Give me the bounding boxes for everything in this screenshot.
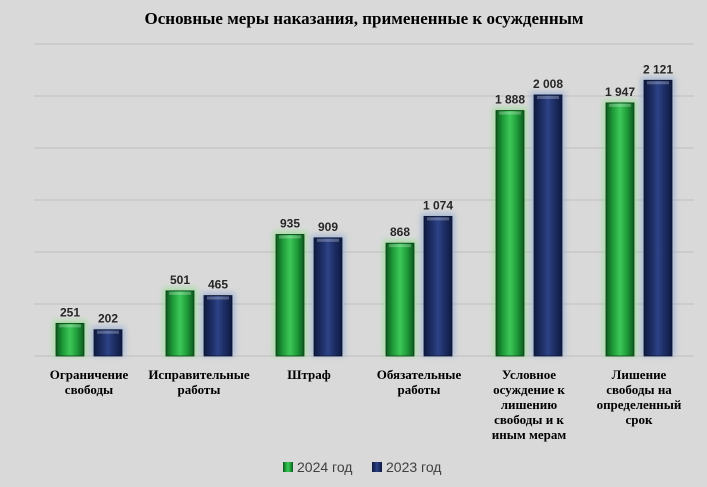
category-label: свободы на [606, 382, 672, 397]
bar-2023 [313, 237, 343, 357]
value-label: 2 008 [533, 77, 563, 91]
bars [53, 77, 675, 357]
category-label: работы [178, 382, 221, 397]
category-label: осуждение к [493, 382, 565, 397]
value-label: 501 [170, 273, 190, 287]
value-label: 202 [98, 312, 118, 326]
value-label: 1 888 [495, 93, 525, 107]
category-label: работы [398, 382, 441, 397]
bar-highlight [537, 95, 559, 99]
value-labels: 251 202 501 465 935 909 868 1 074 1 888 2 008 1 94… [60, 62, 673, 325]
legend-swatch-2023 [372, 462, 382, 472]
bar-highlight [279, 235, 301, 239]
gridlines [34, 43, 694, 357]
legend-label-2023: 2023 год [386, 459, 441, 475]
category-label: Штраф [287, 367, 331, 382]
bar-highlight [647, 81, 669, 85]
bar-highlight [97, 330, 119, 334]
category-label: Обязательные [377, 367, 462, 382]
value-label: 935 [280, 216, 300, 230]
value-label: 2 121 [643, 62, 673, 76]
value-label: 251 [60, 305, 80, 319]
bar-2023 [533, 94, 563, 357]
category-labels: ОграничениесвободыИсправительныеработыШт… [50, 367, 682, 442]
bar-2023 [423, 215, 453, 357]
legend-label-2024: 2024 год [297, 459, 352, 475]
value-label: 909 [318, 220, 338, 234]
bar-2024 [605, 102, 635, 357]
value-label: 1 947 [605, 85, 635, 99]
bar-2024 [495, 110, 525, 357]
category-label: Условное [502, 367, 556, 382]
bar-highlight [499, 111, 521, 115]
bar-highlight [427, 217, 449, 221]
value-label: 465 [208, 278, 228, 292]
category-label: свободы [65, 382, 113, 397]
chart-title: Основные меры наказания, примененные к о… [145, 9, 584, 28]
category-label: лишению [501, 397, 558, 412]
bar-2024 [275, 234, 305, 357]
legend-swatch-2024 [283, 462, 293, 472]
bar-2023 [93, 329, 123, 357]
bar-highlight [59, 324, 81, 328]
bar-2024 [385, 242, 415, 357]
category-label: определенный [597, 397, 682, 412]
category-label: иным мерам [492, 427, 567, 442]
bar-2023 [203, 295, 233, 357]
bar-2023 [643, 79, 673, 357]
category-label: свободы и к [494, 412, 564, 427]
bar-highlight [389, 244, 411, 248]
bar-2024 [165, 290, 195, 357]
bar-highlight [169, 291, 191, 295]
value-label: 1 074 [423, 198, 453, 212]
category-label: срок [626, 412, 654, 427]
bar-highlight [317, 238, 339, 242]
legend: 2024 год 2023 год [283, 459, 441, 475]
bar-highlight [207, 296, 229, 300]
category-label: Исправительные [148, 367, 250, 382]
value-label: 868 [390, 225, 410, 239]
category-label: Ограничение [50, 367, 129, 382]
category-label: Лишение [612, 367, 667, 382]
bar-2024 [55, 322, 85, 357]
bar-highlight [609, 103, 631, 107]
